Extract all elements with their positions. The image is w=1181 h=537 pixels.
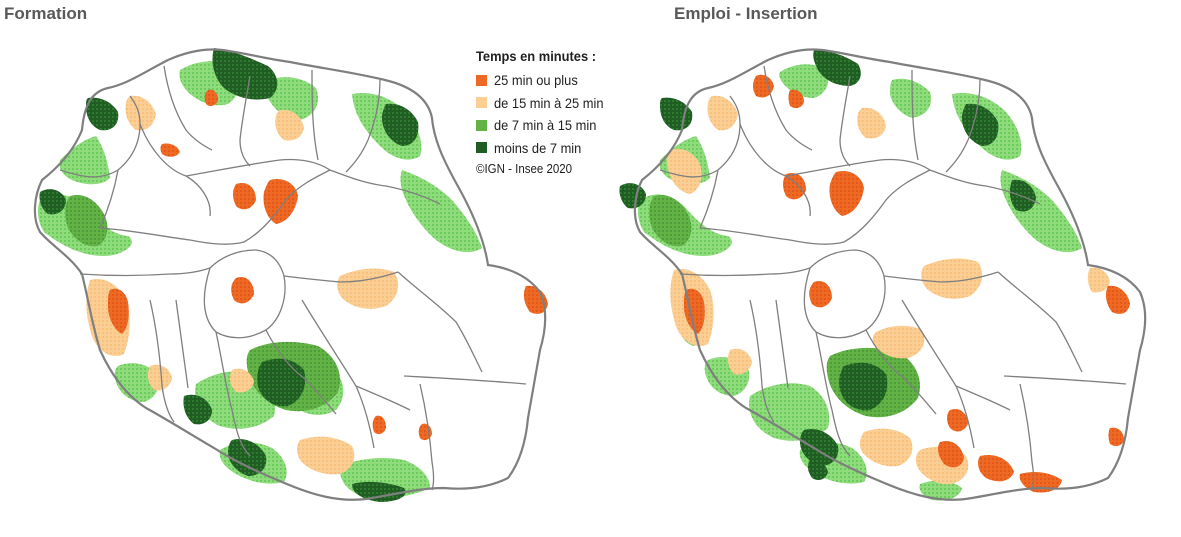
source-credit: ©IGN - Insee 2020 — [476, 162, 573, 176]
map-title-emploi-insertion: Emploi - Insertion — [674, 4, 818, 23]
map-emploi-insertion — [619, 48, 1147, 501]
legend: Temps en minutes : 25 min ou plus de 15 … — [476, 48, 646, 176]
legend-swatch-7-15 — [476, 119, 487, 131]
legend-label: de 15 min à 25 min — [494, 94, 604, 111]
legend-swatch-15-25 — [476, 97, 487, 109]
legend-swatch-under-7 — [476, 142, 487, 154]
legend-swatch-25-plus — [476, 74, 487, 86]
legend-title: Temps en minutes : — [476, 48, 597, 64]
legend-item: de 15 min à 25 min — [476, 92, 646, 115]
legend-item: 25 min ou plus — [476, 69, 646, 92]
legend-label: moins de 7 min — [494, 139, 582, 156]
legend-item: moins de 7 min — [476, 137, 646, 160]
legend-label: 25 min ou plus — [494, 72, 578, 89]
map-formation — [33, 48, 548, 502]
map-title-formation: Formation — [4, 4, 88, 23]
legend-label: de 7 min à 15 min — [494, 117, 597, 134]
legend-item: de 7 min à 15 min — [476, 114, 646, 137]
